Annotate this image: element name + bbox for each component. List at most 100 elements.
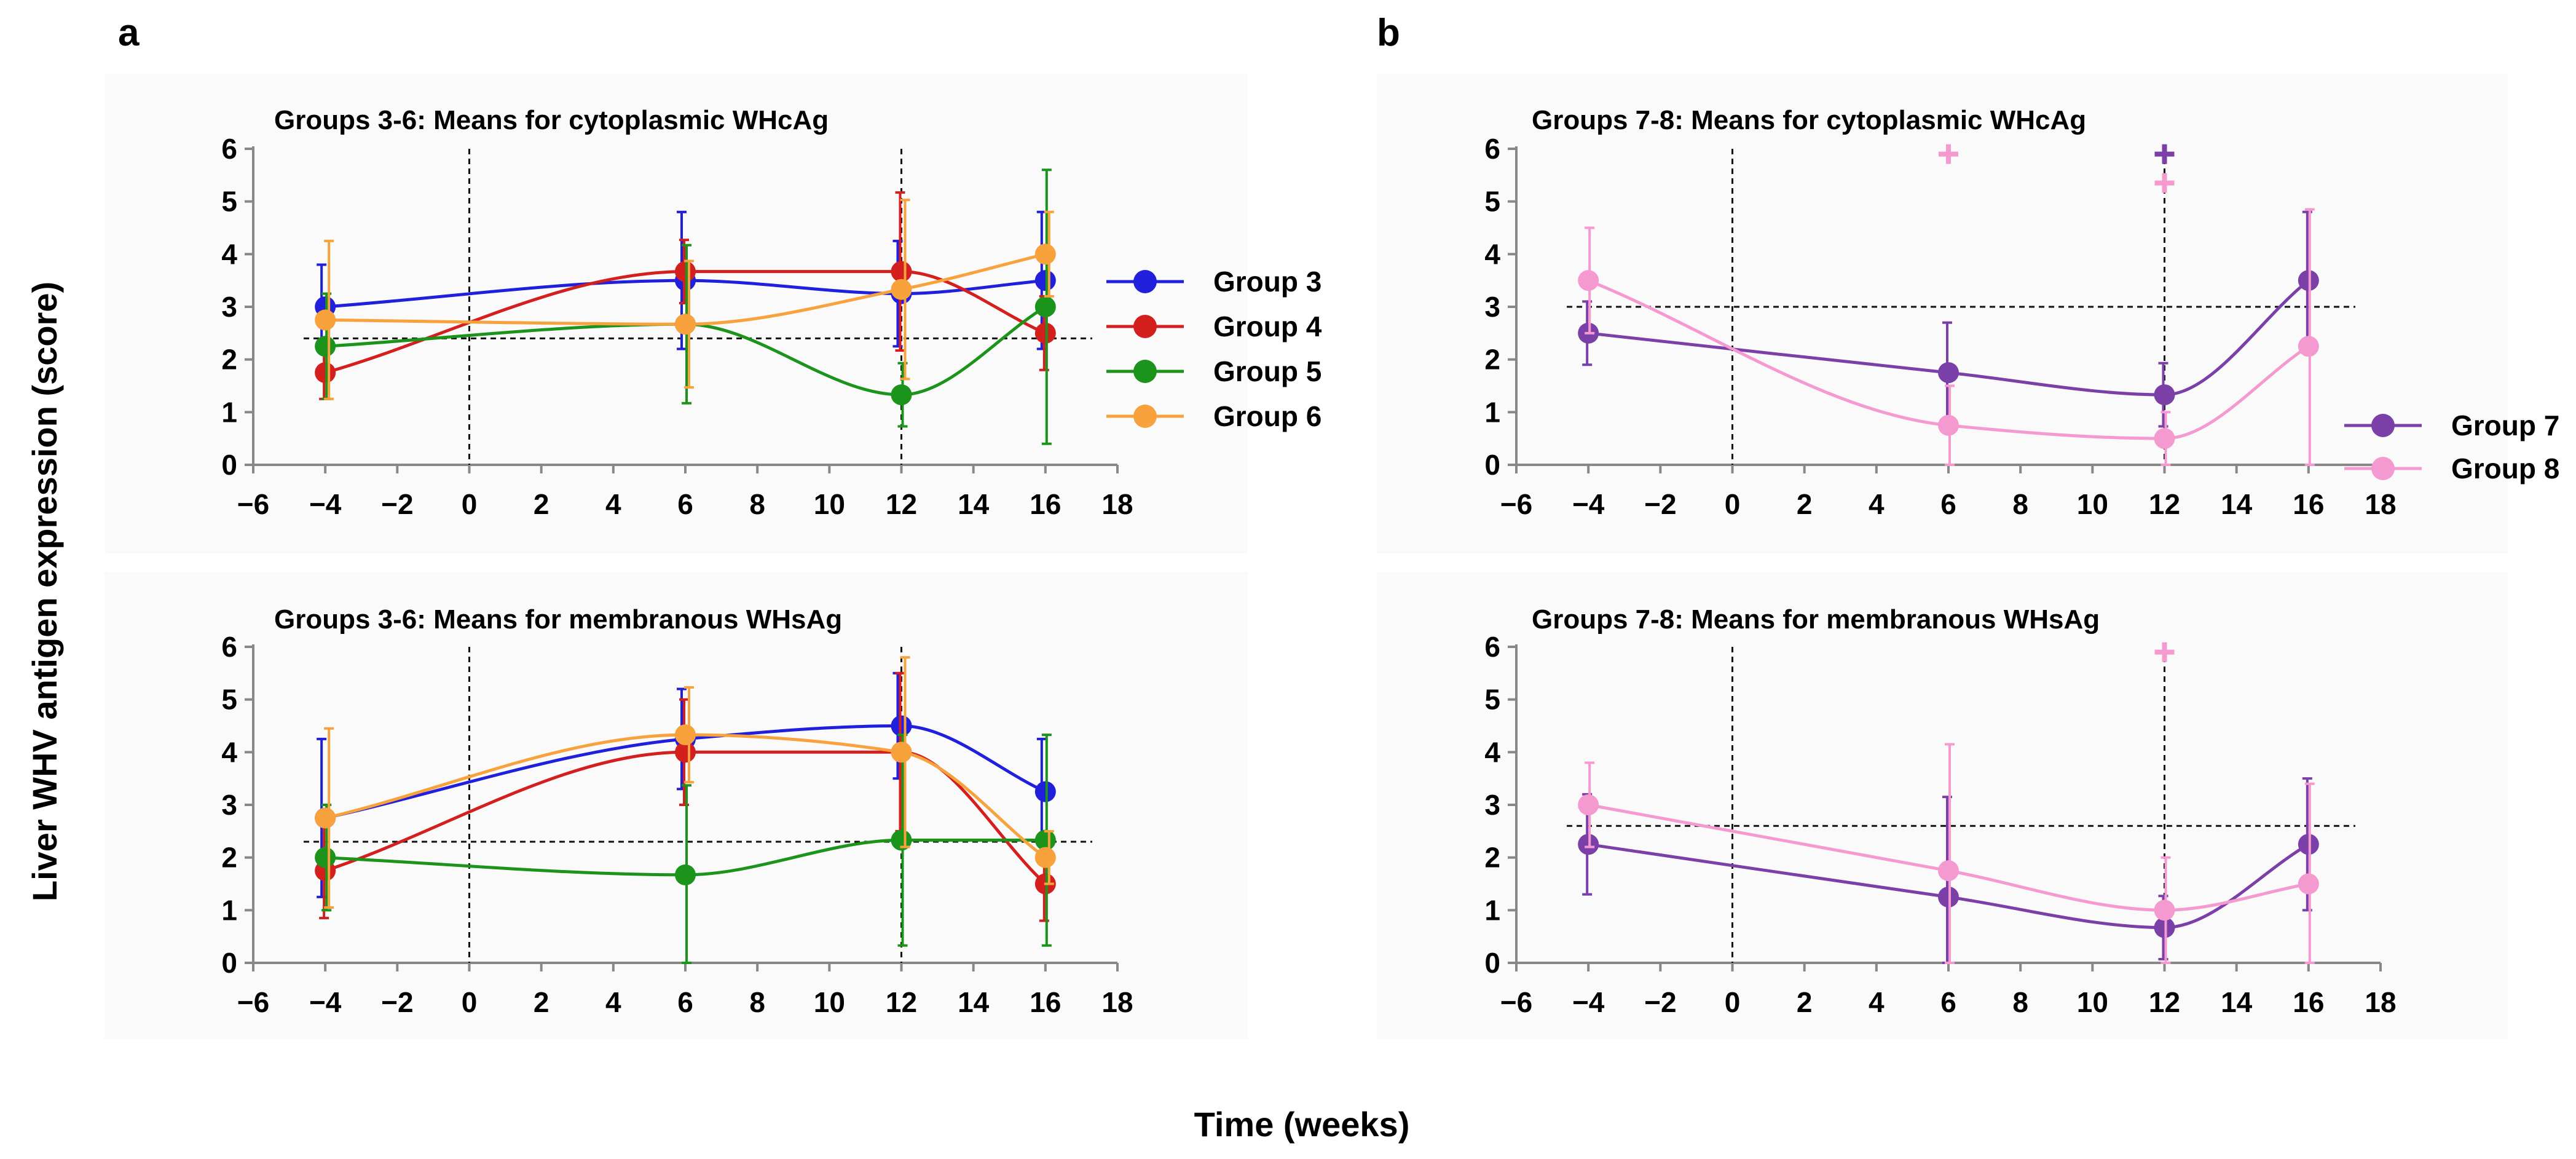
- significance-marker: [2154, 144, 2175, 164]
- x-tick-label: 6: [1940, 986, 1956, 1018]
- series-group-6: [315, 656, 1056, 909]
- data-point: [2298, 873, 2319, 895]
- x-tick-label: −2: [1644, 488, 1676, 520]
- x-tick-label: 0: [1725, 986, 1741, 1018]
- y-tick-label: 2: [221, 842, 237, 874]
- x-tick-label: 0: [1725, 488, 1741, 520]
- x-tick-label: 0: [462, 488, 478, 520]
- data-point: [891, 384, 912, 406]
- x-tick-label: −2: [381, 986, 413, 1018]
- x-tick-label: −6: [237, 488, 269, 520]
- series-group-6: [315, 199, 1056, 400]
- x-tick-label: 12: [2149, 986, 2180, 1018]
- x-tick-label: 6: [677, 488, 693, 520]
- x-tick-label: 2: [1797, 488, 1813, 520]
- significance-marker: [2154, 173, 2175, 193]
- series-group-8: [1578, 208, 2319, 466]
- x-tick-label: 6: [1940, 488, 1956, 520]
- legend-item: Group 7: [2344, 409, 2559, 441]
- data-point: [315, 807, 336, 829]
- x-tick-label: 2: [534, 986, 549, 1018]
- x-tick-label: 12: [2149, 488, 2180, 520]
- series-line: [325, 724, 1046, 820]
- data-point: [891, 279, 912, 300]
- legend-marker: [1133, 360, 1157, 383]
- x-tick-label: −4: [309, 986, 342, 1018]
- chart-background: [1377, 572, 2508, 1039]
- x-tick-label: 16: [1030, 986, 1061, 1018]
- x-tick-label: 10: [2077, 488, 2108, 520]
- data-point: [1034, 829, 1056, 851]
- x-tick-label: 12: [886, 488, 917, 520]
- data-point: [891, 261, 912, 282]
- data-point: [2154, 428, 2175, 449]
- x-tick-label: 10: [814, 986, 845, 1018]
- reference-lines: [1567, 149, 2355, 465]
- x-tick-label: −6: [1500, 488, 1532, 520]
- legend-marker: [1133, 315, 1157, 338]
- error-bar: [2304, 782, 2315, 964]
- chart-4: Groups 7-8: Means for membranous WHsAg −6…: [1377, 572, 2508, 1039]
- y-tick-label: 0: [1484, 449, 1500, 481]
- data-point: [1938, 362, 1959, 384]
- series-line: [1588, 803, 2309, 912]
- x-tick-label: −4: [1572, 488, 1605, 520]
- x-tick-label: 18: [2365, 488, 2396, 520]
- y-tick-label: 5: [221, 684, 237, 716]
- y-tick-label: 1: [221, 396, 237, 428]
- chart-title: Groups 3-6: Means for membranous WHsAg: [274, 604, 842, 635]
- data-point: [675, 864, 696, 885]
- legend-label: Group 3: [1213, 266, 1321, 298]
- data-point: [1034, 847, 1056, 868]
- chart-title: Groups 7-8: Means for cytoplasmic WHcAg: [1532, 105, 2086, 135]
- x-tick-label: −2: [381, 488, 413, 520]
- charts-container: Groups 3-6: Means for cytoplasmic WHcAg −…: [104, 74, 2559, 1039]
- series-line: [325, 750, 1047, 885]
- data-point: [1578, 270, 1599, 291]
- y-axis-title: Liver WHV antigen expression (score): [25, 282, 64, 901]
- series-line: [325, 733, 1047, 859]
- chart-background: [104, 74, 1248, 553]
- legend-item: Group 4: [1106, 311, 1322, 342]
- y-tick-label: 6: [221, 631, 237, 663]
- data-point: [891, 742, 912, 763]
- x-tick-label: 8: [2012, 488, 2028, 520]
- y-tick-label: 4: [1484, 736, 1500, 768]
- panel-letter-b: b: [1377, 12, 1400, 54]
- chart-background: [1377, 74, 2508, 553]
- y-tick-label: 1: [1484, 894, 1500, 926]
- data-point: [1034, 243, 1056, 265]
- series-line: [325, 252, 1046, 326]
- data-point: [1938, 860, 1959, 882]
- error-bar: [1945, 743, 1955, 964]
- data-point: [2154, 900, 2175, 921]
- legend-item: Group 5: [1106, 355, 1321, 387]
- y-tick-label: 6: [1484, 133, 1500, 165]
- y-tick-label: 1: [1484, 396, 1500, 428]
- legend-marker: [2371, 457, 2395, 480]
- x-tick-label: 2: [1797, 986, 1813, 1018]
- significance-marker: [2154, 642, 2175, 662]
- y-tick-label: 4: [221, 238, 237, 270]
- legend-item: Group 6: [1106, 400, 1321, 432]
- chart-background: [104, 572, 1248, 1039]
- series-line: [325, 838, 1046, 877]
- series-group-7: [1578, 777, 2319, 964]
- chart-title: Groups 7-8: Means for membranous WHsAg: [1532, 604, 2100, 635]
- y-tick-label: 0: [1484, 947, 1500, 979]
- x-tick-label: −6: [1500, 986, 1532, 1018]
- data-point: [2298, 336, 2319, 357]
- x-tick-label: 4: [1869, 488, 1885, 520]
- data-point: [891, 829, 912, 851]
- legend-label: Group 4: [1213, 311, 1322, 342]
- legend-label: Group 5: [1213, 355, 1321, 387]
- data-point: [1034, 296, 1056, 317]
- series-group-8: [1578, 743, 2319, 964]
- legend: Group 3 Group 4 Group 5 Group 6: [1106, 266, 1322, 432]
- legend-label: Group 7: [2451, 409, 2559, 441]
- y-tick-label: 2: [221, 344, 237, 376]
- y-tick-label: 3: [1484, 291, 1500, 323]
- x-tick-label: 18: [1101, 986, 1133, 1018]
